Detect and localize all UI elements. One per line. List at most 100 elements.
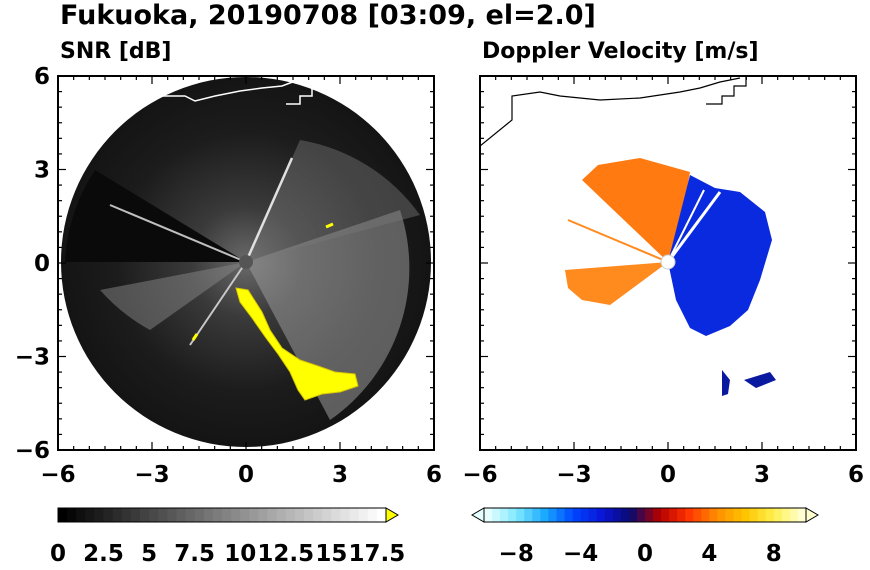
doppler-colorbar-bin [645, 508, 654, 522]
snr-bright-sector-north [246, 140, 420, 262]
doppler-axis-ticks: −6 −3 0 3 6 [462, 75, 864, 488]
doppler-colorbar-label: 0 [637, 541, 653, 567]
snr-blocked-sector [65, 170, 246, 262]
doppler-colorbar-extend-low [471, 507, 485, 523]
doppler-colorbar-bin [612, 508, 622, 522]
snr-colorbar-bin [130, 508, 141, 522]
snr-colorbar-bin [349, 508, 360, 522]
doppler-colorbar-bin [484, 508, 493, 522]
doppler-approaching-streak [666, 191, 722, 263]
doppler-colorbar-extend-high [805, 507, 819, 523]
snr-colorbar-bin [258, 508, 268, 522]
doppler-colorbar-bin [596, 508, 606, 522]
snr-colorbar-label: 17.5 [349, 541, 406, 567]
doppler-colorbar-bin [797, 508, 807, 522]
snr-colorbar-label: 0 [50, 541, 66, 567]
doppler-coastline [480, 77, 741, 147]
doppler-colorbar-bin [693, 508, 702, 522]
doppler-colorbar-bin [789, 508, 799, 522]
snr-colorbar-bin [376, 508, 387, 522]
snr-colorbar-bin [140, 508, 150, 522]
snr-colorbar-bin [367, 508, 378, 522]
snr-colorbar-bin [304, 508, 314, 522]
snr-streak [109, 204, 247, 263]
doppler-colorbar-bin [500, 508, 509, 522]
x-tick-label: 0 [238, 462, 254, 488]
doppler-colorbar-bin [540, 508, 549, 522]
snr-coastline [286, 76, 327, 105]
doppler-colorbar-bin [765, 508, 775, 522]
doppler-colorbar-bin [556, 508, 565, 522]
doppler-colorbar-bin [548, 508, 557, 522]
y-tick-label: 0 [34, 251, 50, 277]
snr-panel-title: SNR [dB] [60, 39, 171, 64]
doppler-radar-center [660, 254, 676, 270]
doppler-colorbar-bin [661, 508, 670, 522]
doppler-colorbar-bin [564, 508, 573, 522]
y-tick-label: −6 [15, 438, 50, 464]
doppler-colorbar-frame [483, 507, 807, 523]
snr-colorbar-label: 10 [224, 541, 256, 567]
snr-saturated-echo [325, 222, 334, 229]
snr-axis-ticks: −6 −3 0 3 6 6 3 0 −3 −6 [15, 64, 442, 488]
snr-colorbar-bin [85, 508, 95, 522]
snr-colorbar-extend [385, 507, 399, 523]
doppler-colorbar-bin [773, 508, 783, 522]
doppler-colorbar-bin [636, 508, 646, 522]
x-tick-label: 3 [754, 462, 770, 488]
doppler-colorbar-bin [588, 508, 598, 522]
snr-colorbar-bin [185, 508, 196, 522]
x-tick-label: −3 [556, 462, 591, 488]
doppler-colorbar-label: −4 [563, 541, 598, 567]
doppler-colorbar-label: 8 [766, 541, 782, 567]
doppler-colorbar-bin [749, 508, 759, 522]
doppler-approaching-echo [668, 175, 772, 336]
x-tick-label: 6 [426, 462, 442, 488]
doppler-colorbar-bin [781, 508, 791, 522]
doppler-coastline [706, 76, 747, 105]
doppler-approaching-echo [722, 370, 730, 396]
x-tick-label: −6 [462, 462, 497, 488]
doppler-colorbar-bin [717, 508, 726, 522]
y-tick-label: 3 [34, 158, 50, 184]
snr-colorbar-label: 15 [315, 541, 347, 567]
snr-colorbar-bin [58, 508, 68, 522]
snr-colorbar-frame [57, 507, 387, 523]
snr-colorbar-bin [267, 508, 278, 522]
snr-colorbar-label: 5 [141, 541, 157, 567]
doppler-colorbar-bin [653, 508, 662, 522]
snr-colorbar-bin [212, 508, 223, 522]
snr-colorbar-bin [149, 508, 159, 522]
snr-bright-sector-west [100, 262, 246, 330]
snr-colorbar-bin [76, 508, 86, 522]
snr-coastline [160, 76, 319, 102]
doppler-colorbar-bin [604, 508, 614, 522]
doppler-colorbar-bin [620, 508, 630, 522]
snr-saturated-echo [191, 333, 199, 341]
doppler-panel-title: Doppler Velocity [m/s] [482, 39, 759, 64]
y-tick-label: 6 [34, 64, 50, 90]
doppler-colorbar-bin [669, 508, 678, 522]
doppler-approaching-echo [744, 372, 776, 388]
x-tick-label: −6 [40, 462, 75, 488]
doppler-colorbar-bin [757, 508, 767, 522]
snr-colorbar-label: 2.5 [83, 541, 124, 567]
snr-colorbar-bin [203, 508, 214, 522]
y-tick-label: −3 [15, 345, 50, 371]
snr-saturated-echo [235, 287, 359, 401]
doppler-receding-echo [582, 158, 690, 262]
snr-radar-center [239, 255, 253, 269]
snr-colorbar-bin [194, 508, 205, 522]
x-tick-label: 3 [332, 462, 348, 488]
doppler-colorbar-bin [516, 508, 525, 522]
doppler-colorbar-bin [677, 508, 686, 522]
doppler-receding-streak [567, 219, 669, 263]
doppler-colorbar-bin [733, 508, 742, 522]
snr-colorbar-bin [294, 508, 305, 522]
doppler-colorbar-bin [709, 508, 718, 522]
snr-colorbar-bin [313, 508, 323, 522]
x-tick-label: −3 [134, 462, 169, 488]
doppler-colorbar-bin [532, 508, 541, 522]
snr-colorbar-bin [167, 508, 177, 522]
